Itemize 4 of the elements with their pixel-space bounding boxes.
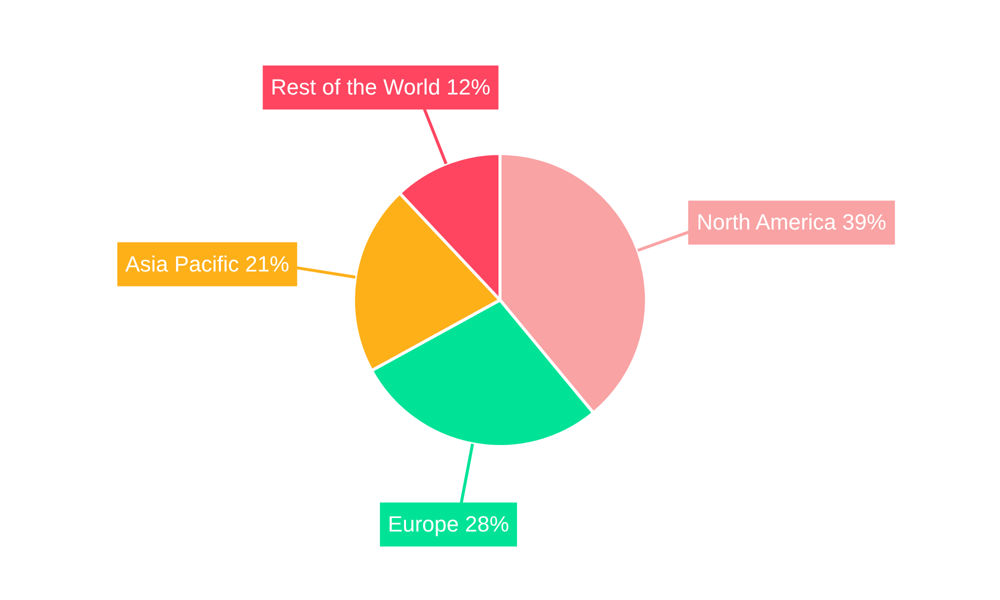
slice-label: North America 39% <box>696 210 886 235</box>
slice-label: Europe 28% <box>388 512 510 537</box>
slice-label: Asia Pacific 21% <box>125 251 290 276</box>
slice-label: Rest of the World 12% <box>270 74 490 100</box>
